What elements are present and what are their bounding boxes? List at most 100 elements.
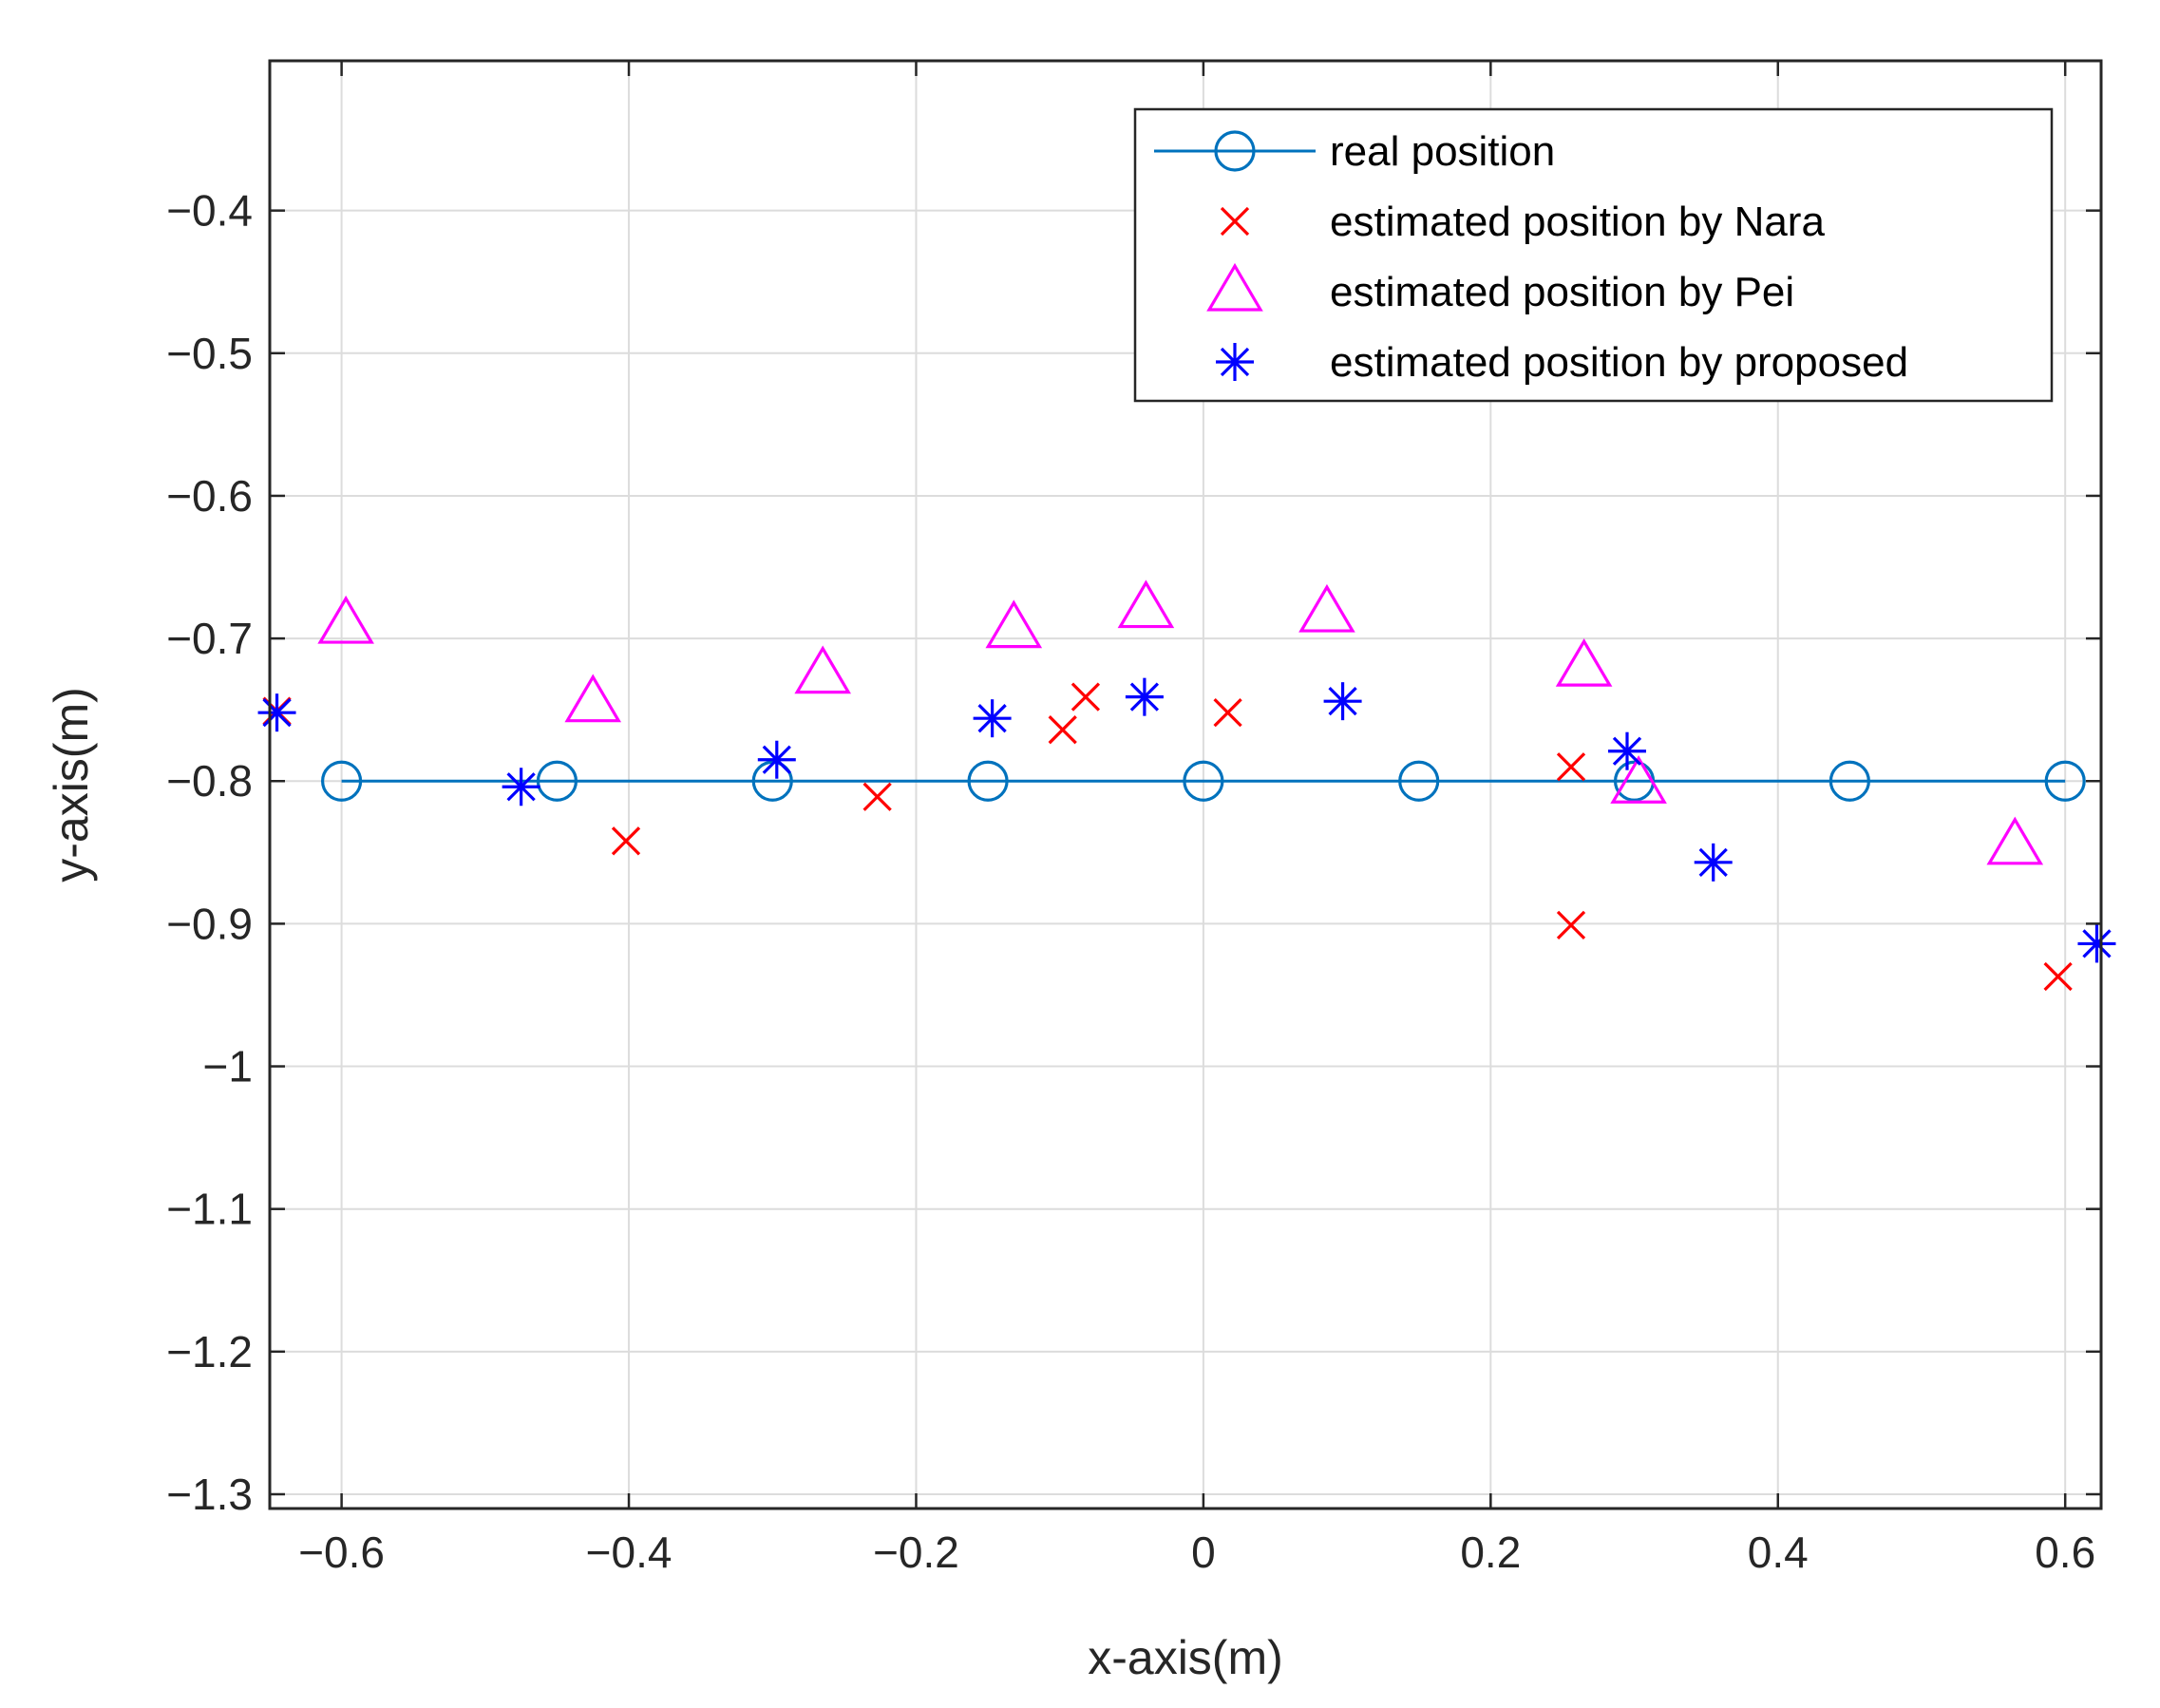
- legend-label: estimated position by Nara: [1330, 199, 1825, 245]
- data-point: [1117, 579, 1175, 629]
- legend-label: estimated position by Pei: [1330, 269, 1794, 315]
- marker-stroke: [262, 698, 292, 728]
- data-point: [757, 740, 796, 779]
- y-axis-label: y-axis(m): [45, 687, 98, 882]
- marker-stroke: [506, 772, 536, 802]
- marker-stroke: [1220, 206, 1250, 237]
- data-point: [1183, 760, 1224, 802]
- y-tick-label: −0.6: [166, 471, 253, 521]
- marker-shape: [536, 760, 578, 802]
- y-tick-label: −0.5: [166, 329, 253, 378]
- data-point: [1125, 677, 1164, 716]
- legend-marker: [1206, 262, 1263, 312]
- marker-shape: [1398, 760, 1440, 802]
- data-point: [1607, 731, 1646, 770]
- legend-label: estimated position by proposed: [1330, 339, 1908, 386]
- legend-box: [1133, 107, 2054, 403]
- y-tick-label: −1.1: [166, 1185, 253, 1234]
- marker-stroke: [1213, 698, 1242, 728]
- marker-shape: [1206, 262, 1263, 312]
- y-tick-label: −1.3: [166, 1470, 253, 1519]
- marker-stroke: [1071, 682, 1101, 712]
- marker-shape: [1986, 816, 2044, 865]
- data-point: [1556, 752, 1586, 782]
- data-point: [2044, 760, 2086, 802]
- y-tick-label: −1.2: [166, 1327, 253, 1376]
- data-point: [2043, 961, 2073, 992]
- data-point: [1694, 843, 1733, 882]
- legend-marker: [1216, 343, 1254, 381]
- series-3: [317, 579, 2044, 865]
- marker-shape: [1298, 583, 1355, 633]
- data-point: [257, 693, 296, 732]
- y-tick-label: −0.4: [166, 186, 253, 236]
- marker-stroke: [977, 704, 1007, 733]
- marker-shape: [1555, 637, 1613, 687]
- marker-shape: [1610, 755, 1667, 804]
- marker-shape: [1828, 760, 1870, 802]
- marker-stroke: [1556, 910, 1586, 940]
- data-point: [1556, 910, 1586, 940]
- marker-stroke: [862, 782, 892, 811]
- marker-shape: [1117, 579, 1175, 629]
- marker-stroke: [1612, 736, 1642, 766]
- legend-label: real position: [1330, 128, 1555, 175]
- data-point: [794, 645, 851, 694]
- marker-shape: [321, 760, 363, 802]
- marker-stroke: [611, 826, 641, 856]
- series-group: [257, 579, 2116, 992]
- marker-stroke: [1556, 752, 1586, 782]
- legend-item: estimated position by proposed: [1216, 339, 1908, 386]
- data-point: [1398, 760, 1440, 802]
- data-point: [967, 760, 1009, 802]
- data-point: [611, 826, 641, 856]
- axes-box: [268, 59, 2103, 1510]
- marker-stroke: [1048, 715, 1077, 745]
- data-point: [564, 674, 622, 723]
- data-point: [1555, 637, 1613, 687]
- data-point: [502, 768, 540, 807]
- legend: real position estimated position by Nara e…: [1133, 107, 2054, 403]
- marker-stroke: [2043, 961, 2073, 992]
- data-point: [862, 782, 892, 811]
- data-point: [1048, 715, 1077, 745]
- data-point: [1828, 760, 1870, 802]
- legend-item: estimated position by Nara: [1220, 199, 1825, 245]
- data-point: [1610, 755, 1667, 804]
- marker-shape: [794, 645, 851, 694]
- x-tick-label: −0.6: [298, 1528, 385, 1577]
- data-point: [321, 760, 363, 802]
- legend-item: real position: [1154, 128, 1555, 175]
- marker-stroke: [2082, 929, 2112, 958]
- marker-shape: [985, 599, 1043, 649]
- x-tick-label: 0.6: [2035, 1528, 2095, 1577]
- data-point: [317, 595, 374, 644]
- marker-shape: [2044, 760, 2086, 802]
- x-tick-label: 0.2: [1460, 1528, 1521, 1577]
- marker-shape: [1183, 760, 1224, 802]
- marker-stroke: [1698, 847, 1728, 877]
- legend-marker: [1220, 206, 1250, 237]
- data-point: [1986, 816, 2044, 865]
- marker-shape: [967, 760, 1009, 802]
- marker-shape: [1214, 130, 1256, 172]
- data-point: [536, 760, 578, 802]
- y-tick-label: −0.7: [166, 614, 253, 663]
- data-point: [1298, 583, 1355, 633]
- axes: [268, 59, 2103, 1510]
- data-point: [985, 599, 1043, 649]
- marker-shape: [564, 674, 622, 723]
- x-tick-label: −0.2: [873, 1528, 959, 1577]
- y-tick-label: −0.8: [166, 756, 253, 806]
- x-tick-label: −0.4: [586, 1528, 673, 1577]
- marker-stroke: [1129, 682, 1160, 712]
- x-axis-label: x-axis(m): [1088, 1631, 1283, 1684]
- y-tick-label: −1: [203, 1042, 253, 1091]
- legend-marker: [1214, 130, 1256, 172]
- marker-shape: [317, 595, 374, 644]
- data-point: [973, 699, 1012, 738]
- data-point: [1071, 682, 1101, 712]
- y-tick-label: −0.9: [166, 899, 253, 948]
- x-tick-label: 0: [1191, 1528, 1216, 1577]
